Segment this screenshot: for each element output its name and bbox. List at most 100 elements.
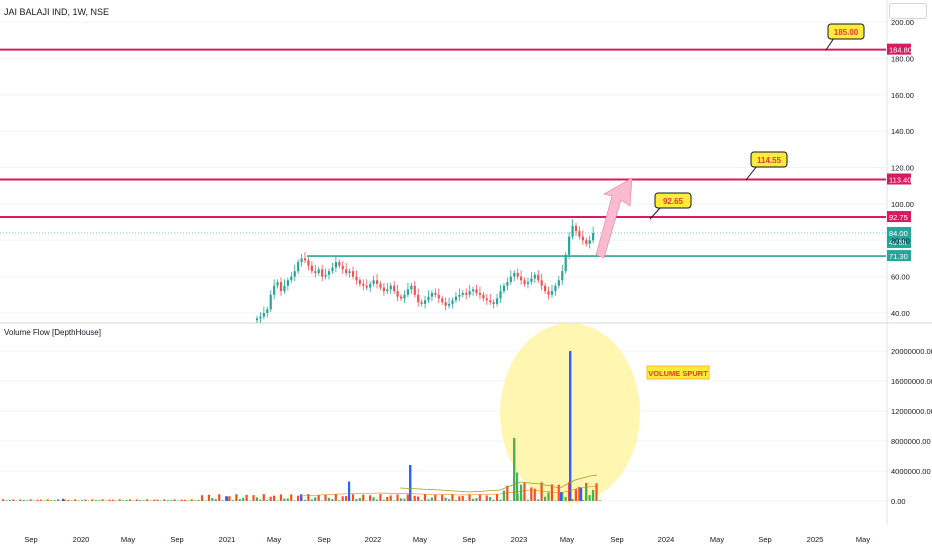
volume-bar: [379, 494, 382, 501]
candle-body: [345, 269, 348, 273]
price-tick-label: 200.00: [891, 18, 914, 27]
candle-body: [592, 232, 595, 241]
volume-bar: [334, 494, 337, 501]
candle-body: [564, 254, 567, 272]
candle-body: [465, 292, 468, 295]
volume-bar: [482, 500, 485, 501]
volume-bar: [502, 490, 505, 501]
time-axis[interactable]: Sep 2020 May Sep 2021 May Sep 2022 May Sep 2023 May…: [24, 535, 870, 544]
volume-bar: [74, 499, 77, 501]
candle-body: [520, 276, 523, 281]
volume-bar: [382, 499, 385, 501]
volume-highlight: VOLUME SPURT: [500, 323, 710, 503]
candle-body: [568, 236, 571, 255]
volume-bar: [468, 494, 471, 501]
candle-body: [314, 271, 317, 273]
price-tick-label: 160.00: [891, 91, 914, 100]
candle-body: [386, 289, 389, 292]
callout-box: [654, 192, 692, 209]
volume-bar: [564, 497, 567, 501]
candle-body: [499, 291, 502, 299]
level-price-tag: [887, 250, 911, 262]
candle-body: [437, 294, 440, 299]
candle-body: [547, 291, 550, 295]
volume-ma-line: [299, 485, 598, 497]
candle-body: [286, 280, 289, 286]
volume-bar: [485, 495, 488, 501]
volume-bar: [262, 494, 265, 501]
volume-bar: [279, 494, 283, 501]
volume-bar: [98, 500, 101, 501]
candle-body: [410, 285, 413, 290]
volume-bar: [571, 499, 574, 501]
time-tick-label: May: [413, 535, 427, 544]
candle-body: [297, 262, 300, 272]
candle-body: [293, 271, 296, 277]
time-tick-label: Sep: [24, 535, 37, 544]
volume-bar: [434, 494, 437, 501]
volume-bar: [537, 499, 540, 501]
candle-body: [554, 285, 557, 292]
candle-body: [523, 280, 526, 284]
candle-body: [430, 292, 434, 297]
volume-bar: [362, 494, 365, 501]
volume-bar: [62, 498, 65, 501]
candle-body: [317, 269, 320, 273]
price-axis[interactable]: 40.00 60.00 80.00 100.00 120.00 140.00 160.00 1…: [891, 18, 914, 318]
volume-bar: [108, 499, 111, 501]
level-price-tag: [887, 173, 911, 185]
volume-bar: [592, 489, 595, 501]
volume-tick-label: 16000000.00: [891, 377, 932, 386]
candle-body: [290, 276, 293, 281]
volume-bar: [580, 487, 583, 501]
volume-bar: [269, 496, 272, 501]
scale-toggle-button[interactable]: [889, 3, 927, 19]
volume-bar: [12, 499, 15, 501]
candle-body: [423, 300, 427, 304]
volume-bar: [478, 494, 481, 501]
candle-body: [458, 294, 461, 297]
volume-bar: [327, 497, 331, 501]
candle-body: [544, 285, 547, 292]
candle-body: [310, 265, 313, 272]
volume-bar: [375, 499, 379, 501]
time-tick-label: May: [856, 535, 870, 544]
volume-spike-bar: [569, 351, 572, 501]
level-price-label: 71.30: [889, 252, 908, 261]
price-tick-label: 100.00: [891, 200, 914, 209]
volume-ma-line: [399, 474, 598, 493]
volume-bar: [194, 500, 197, 501]
volume-bar: [46, 499, 49, 501]
volume-bar: [386, 496, 389, 501]
candle-body: [581, 236, 584, 241]
volume-bar: [492, 499, 495, 501]
volume-series: [2, 351, 602, 501]
price-tick-label: 180.00: [891, 54, 914, 63]
candle-body: [540, 280, 543, 286]
level-price-tag: [887, 211, 911, 223]
candle-body: [588, 240, 591, 244]
volume-tick-label: 0.00: [891, 497, 906, 506]
volume-bar: [300, 494, 303, 501]
annotation-box: [646, 365, 710, 380]
volume-bar: [331, 499, 334, 501]
volume-bar: [91, 499, 94, 501]
time-tick-label: Sep: [758, 535, 771, 544]
candle-body: [279, 282, 283, 292]
volume-bar: [190, 499, 193, 501]
volume-bar: [70, 500, 73, 501]
volume-bar: [84, 499, 87, 501]
volume-bar: [465, 500, 468, 501]
candle-body: [571, 225, 574, 237]
time-tick-label: 2025: [807, 535, 824, 544]
time-tick-label: 2022: [365, 535, 382, 544]
volume-bar: [242, 497, 245, 501]
candle-body: [441, 298, 444, 303]
volume-axis[interactable]: 0.00 4000000.00 8000000.00 12000000.00 16000…: [891, 347, 932, 506]
candle-body: [255, 318, 259, 321]
volume-bar: [403, 498, 406, 501]
volume-bar: [461, 495, 464, 501]
volume-bar: [303, 499, 307, 501]
volume-bar: [115, 500, 118, 501]
